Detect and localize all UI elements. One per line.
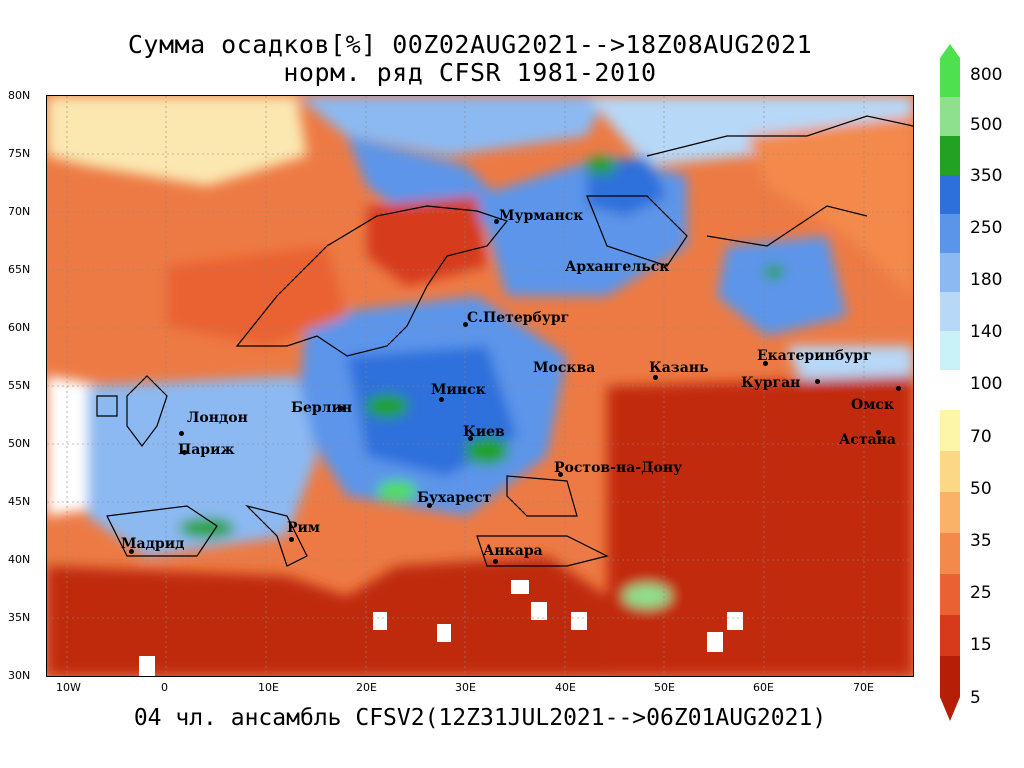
colorbar-segment [940, 656, 960, 697]
city-paris: Париж [178, 442, 235, 458]
colorbar-segment [940, 574, 960, 615]
colorbar-label: 350 [970, 166, 1003, 186]
city-dot [179, 431, 184, 436]
city-madrid: Мадрид [121, 536, 185, 552]
city-kazan: Казань [649, 360, 709, 376]
precipitation-map: Мурманск Архангельск С.Петербург Москва … [46, 95, 914, 677]
lon-label: 70E [853, 681, 874, 694]
city-dot [494, 219, 499, 224]
city-minsk: Минск [431, 382, 486, 398]
city-dot [427, 503, 432, 508]
colorbar-label: 800 [970, 65, 1003, 85]
city-dot [876, 430, 881, 435]
colorbar-segment [940, 615, 960, 656]
city-moscow: Москва [533, 360, 596, 376]
city-ankara: Анкара [483, 543, 543, 559]
lat-label: 55N [8, 379, 31, 392]
city-rostov: Ростов-на-Дону [554, 460, 683, 476]
lon-label: 60E [753, 681, 774, 694]
colorbar-label: 25 [970, 583, 992, 603]
city-dot [763, 361, 768, 366]
colorbar-segment [940, 331, 960, 370]
lon-label: 20E [356, 681, 377, 694]
city-astana: Астана [839, 432, 896, 448]
lat-label: 70N [8, 205, 31, 218]
colorbar-label: 70 [970, 427, 992, 447]
city-dot [493, 559, 498, 564]
lon-label: 0 [161, 681, 168, 694]
colorbar-segment [940, 410, 960, 451]
ensemble-caption: 04 чл. ансамбль CFSV2(12Z31JUL2021-->06Z… [133, 705, 827, 731]
lon-label: 10E [258, 681, 279, 694]
lon-label: 40E [555, 681, 576, 694]
city-dot [129, 549, 134, 554]
colorbar-segment [940, 451, 960, 492]
map-field [47, 96, 913, 676]
colorbar-arrow-down [940, 697, 960, 721]
lat-label: 35N [8, 611, 31, 624]
colorbar-label: 50 [970, 479, 992, 499]
city-kyiv: Киев [463, 424, 505, 440]
map-title: Сумма осадков[%] 00Z02AUG2021-->18Z08AUG… [127, 30, 813, 59]
lon-label: 10W [56, 681, 81, 694]
lat-label: 30N [8, 669, 31, 682]
city-dot [653, 375, 658, 380]
city-dot [439, 397, 444, 402]
city-dot [558, 472, 563, 477]
map-subtitle: норм. ряд CFSR 1981-2010 [283, 58, 657, 87]
lat-label: 75N [8, 147, 31, 160]
city-dot [339, 406, 344, 411]
city-dot [815, 379, 820, 384]
colorbar-label: 500 [970, 115, 1003, 135]
city-st-petersburg: С.Петербург [467, 310, 570, 326]
city-kurgan: Курган [741, 375, 801, 391]
colorbar-label: 35 [970, 531, 992, 551]
colorbar-label: 5 [970, 688, 981, 708]
lat-label: 65N [8, 263, 31, 276]
lat-label: 40N [8, 553, 31, 566]
city-omsk: Омск [851, 397, 894, 413]
colorbar-arrow-up [940, 44, 960, 58]
lat-label: 50N [8, 437, 31, 450]
colorbar-label: 180 [970, 270, 1003, 290]
city-berlin: Берлин [291, 400, 353, 416]
colorbar-label: 140 [970, 322, 1003, 342]
city-dot [289, 537, 294, 542]
city-dot [896, 386, 901, 391]
lon-label: 50E [654, 681, 675, 694]
colorbar-segment [940, 492, 960, 533]
colorbar-segment [940, 175, 960, 214]
colorbar-label: 15 [970, 635, 992, 655]
city-yekaterinburg: Екатеринбург [757, 348, 872, 364]
colorbar-segment [940, 136, 960, 175]
colorbar-segment [940, 214, 960, 253]
city-dot [468, 436, 473, 441]
colorbar-label: 100 [970, 374, 1003, 394]
colorbar-segment [940, 58, 960, 97]
lat-label: 60N [8, 321, 31, 334]
colorbar-segment [940, 292, 960, 331]
city-rome: Рим [287, 520, 321, 536]
colorbar-segment [940, 253, 960, 292]
lat-label: 80N [8, 89, 31, 102]
lat-label: 45N [8, 495, 31, 508]
colorbar-segment [940, 97, 960, 136]
colorbar-label: 250 [970, 218, 1003, 238]
colorbar-segment [940, 533, 960, 574]
city-dot [463, 322, 468, 327]
lon-label: 30E [455, 681, 476, 694]
city-arkhangelsk: Архангельск [565, 259, 670, 275]
city-london: Лондон [187, 410, 248, 426]
city-dot [182, 450, 187, 455]
city-bucharest: Бухарест [417, 490, 492, 506]
city-murmansk: Мурманск [499, 208, 584, 224]
